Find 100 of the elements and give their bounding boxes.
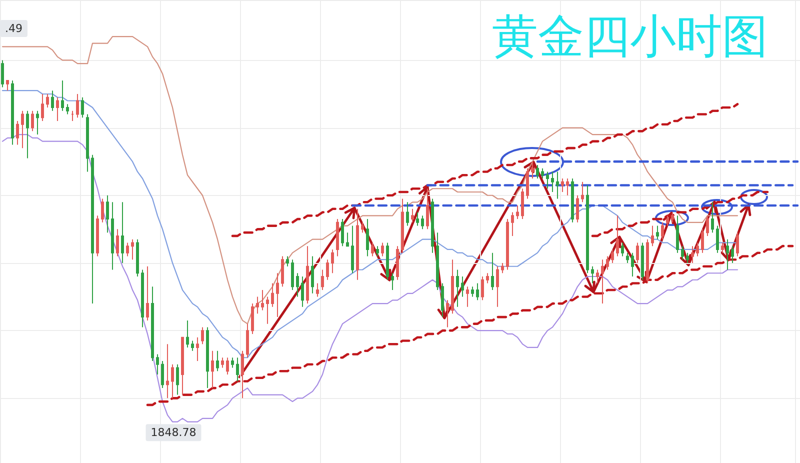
candlestick (611, 248, 614, 264)
candlestick (351, 225, 354, 274)
candlestick (601, 259, 604, 304)
candlestick (681, 246, 684, 260)
candlestick (216, 350, 219, 372)
candlestick (206, 326, 209, 389)
candlestick (716, 225, 719, 254)
candlestick (56, 96, 59, 122)
candlestick (171, 364, 174, 399)
candlestick (336, 218, 339, 257)
candlestick (526, 168, 529, 200)
candlestick (736, 232, 739, 257)
candlestick (186, 320, 189, 348)
candlestick (46, 93, 49, 108)
candlestick (86, 114, 89, 172)
candlestick (691, 246, 694, 264)
candlestick (61, 80, 64, 112)
candlestick (431, 198, 434, 254)
candlestick (536, 164, 539, 179)
candlestick (31, 110, 34, 132)
candlestick (341, 218, 344, 247)
candlestick (646, 238, 649, 284)
candlestick (656, 225, 659, 240)
candlestick (166, 344, 169, 399)
candlestick (176, 364, 179, 396)
candlestick (126, 242, 129, 257)
text: .49 (5, 22, 22, 35)
candlestick (571, 178, 574, 223)
candlestick (301, 276, 304, 308)
candlestick (641, 242, 644, 280)
candlestick (721, 242, 724, 254)
candlestick (561, 178, 564, 193)
candlestick (211, 350, 214, 389)
candlestick (161, 360, 164, 389)
candlestick (246, 323, 249, 358)
chart-title: 黄金四小时图 (492, 9, 768, 63)
candlestick (21, 110, 24, 149)
candlestick (391, 272, 394, 291)
candlestick (686, 252, 689, 264)
candlestick (451, 259, 454, 314)
candlestick (111, 202, 114, 270)
candlestick (466, 286, 469, 308)
candlestick (6, 80, 9, 92)
candlestick (476, 282, 479, 301)
candlestick (146, 266, 149, 321)
candlestick (201, 326, 204, 345)
candlestick (76, 93, 79, 118)
candlestick (121, 202, 124, 264)
candlestick (661, 222, 664, 240)
candlestick (226, 357, 229, 376)
candlestick (256, 296, 259, 314)
candlestick (286, 256, 289, 267)
candlestick (696, 242, 699, 257)
candlestick (441, 282, 444, 318)
candlestick (586, 184, 589, 274)
candlestick (626, 252, 629, 264)
candlestick (251, 303, 254, 334)
candlestick (71, 110, 74, 122)
candlestick (191, 340, 194, 352)
candlestick (151, 286, 154, 362)
candlestick (96, 215, 99, 257)
candlestick (421, 215, 424, 230)
candlestick (296, 272, 299, 298)
candlestick (331, 248, 334, 274)
candlestick (456, 269, 459, 308)
candlestick (651, 225, 654, 247)
candlestick (106, 194, 109, 234)
candlestick (311, 256, 314, 294)
candlestick (676, 215, 679, 254)
annotation: 1848.78 (150, 426, 196, 440)
candlestick (501, 262, 504, 274)
candlestick (606, 256, 609, 270)
candlestick (371, 242, 374, 257)
candlestick (276, 272, 279, 318)
candlestick (281, 256, 284, 288)
candlestick (486, 272, 489, 284)
candlestick (566, 178, 569, 196)
candlestick (11, 80, 14, 146)
candlestick (16, 120, 19, 146)
candlestick (666, 215, 669, 226)
candlestick (726, 238, 729, 270)
candlestick (541, 168, 544, 179)
candlestick (26, 110, 29, 159)
candlestick (376, 246, 379, 257)
candlestick (701, 228, 704, 254)
candlestick (261, 290, 264, 311)
candlestick (531, 161, 534, 179)
candlestick (156, 354, 159, 376)
candlestick (321, 269, 324, 291)
candlestick (711, 202, 714, 234)
candlestick (241, 350, 244, 399)
candlestick (66, 104, 69, 115)
candlestick (231, 357, 234, 368)
candlestick (471, 286, 474, 298)
candlestick (401, 198, 404, 254)
candlestick (236, 357, 239, 382)
candlestick (671, 212, 674, 223)
candlestick (631, 252, 634, 278)
candlestick (381, 242, 384, 257)
candlestick (91, 154, 94, 304)
